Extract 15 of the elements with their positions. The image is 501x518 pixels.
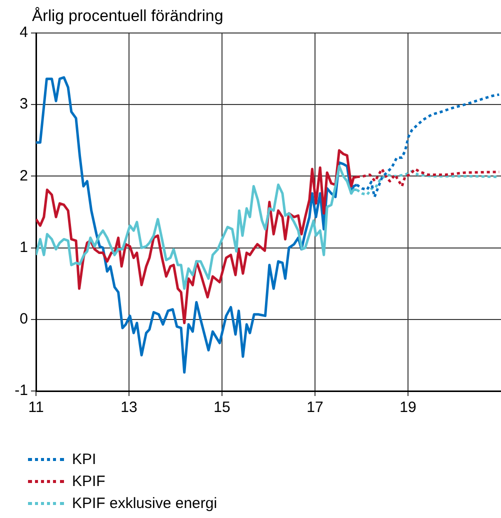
x-tick-label: 11 xyxy=(28,399,44,416)
legend-label: KPIF exklusive energi xyxy=(72,494,218,512)
x-tick-label: 17 xyxy=(306,399,324,416)
x-tick-label: 19 xyxy=(400,399,416,416)
y-tick-label: 0 xyxy=(20,310,28,328)
y-tick-label: -1 xyxy=(14,382,28,400)
legend-label: KPI xyxy=(72,450,96,468)
y-tick-label: 1 xyxy=(20,238,28,256)
y-tick-label: 2 xyxy=(20,167,28,184)
legend-label: KPIF xyxy=(72,472,106,490)
x-tick-label: 13 xyxy=(120,399,138,416)
chart-subtitle: Årlig procentuell förändring xyxy=(32,8,224,26)
y-tick-label: 3 xyxy=(20,96,28,113)
x-tick-label: 15 xyxy=(214,399,230,416)
y-tick-label: 4 xyxy=(20,24,28,42)
